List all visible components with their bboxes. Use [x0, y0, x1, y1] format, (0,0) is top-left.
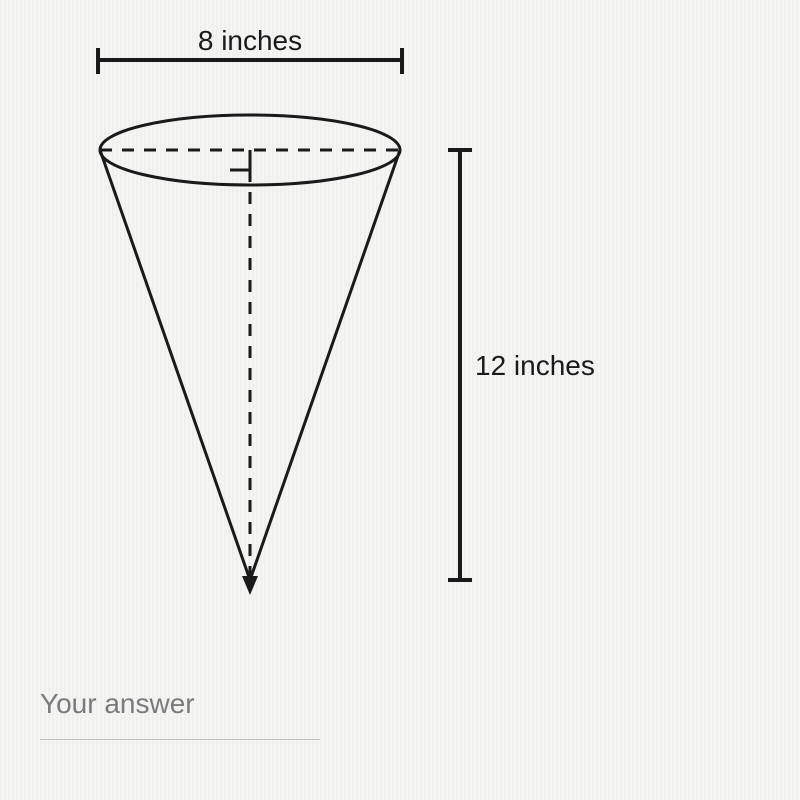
answer-input-line[interactable] — [40, 739, 320, 740]
height-label: 12 inches — [475, 350, 595, 381]
apex-arrow — [242, 576, 258, 595]
cone-right-side — [250, 150, 400, 580]
cone-diagram: 8 inches 12 inches — [50, 20, 650, 640]
diameter-label: 8 inches — [198, 25, 302, 56]
answer-prompt-label: Your answer — [40, 688, 195, 720]
ellipse-back-arc — [100, 115, 400, 150]
cone-svg: 8 inches 12 inches — [50, 20, 650, 640]
right-angle-marker — [230, 150, 250, 170]
cone-left-side — [100, 150, 250, 580]
